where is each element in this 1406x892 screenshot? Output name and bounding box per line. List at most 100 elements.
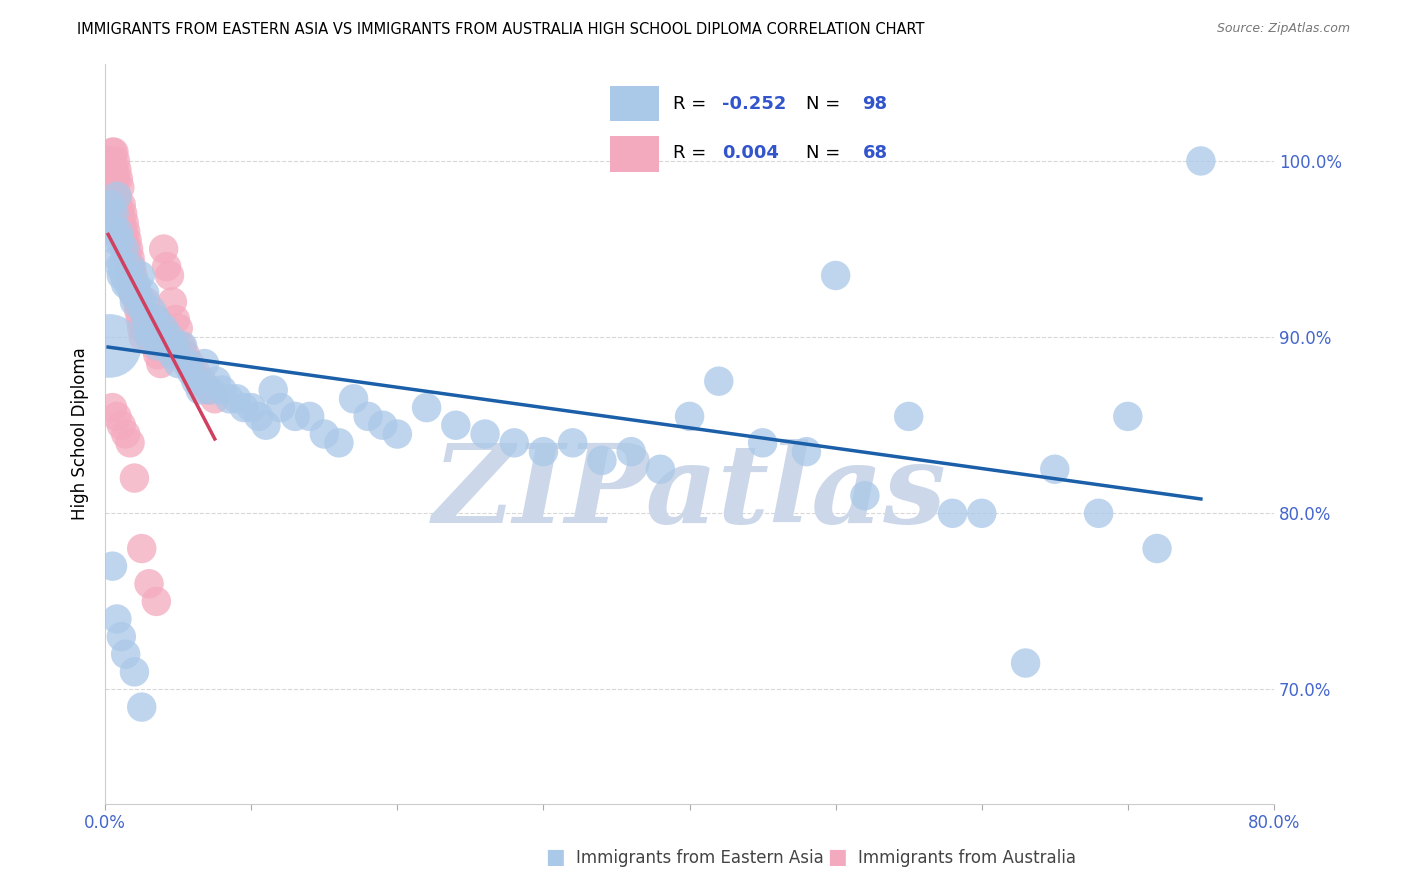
Point <box>101 401 124 415</box>
Point <box>174 348 197 362</box>
Point <box>117 277 139 292</box>
Point <box>104 153 127 168</box>
Point <box>131 294 153 309</box>
Point <box>138 330 160 344</box>
Point <box>247 409 270 424</box>
Point <box>135 312 157 326</box>
Point <box>115 268 138 283</box>
Point <box>118 435 141 450</box>
Point <box>138 312 160 326</box>
Point <box>110 216 132 230</box>
Point <box>650 462 672 476</box>
Point <box>152 321 174 335</box>
Point <box>143 330 166 344</box>
Point <box>591 453 613 467</box>
Point <box>101 145 124 160</box>
Point <box>121 277 143 292</box>
Point <box>124 665 146 679</box>
Point <box>970 506 993 520</box>
Point <box>533 444 555 458</box>
Point <box>114 427 136 442</box>
Text: Immigrants from Australia: Immigrants from Australia <box>858 849 1076 867</box>
Point <box>170 339 193 353</box>
Point <box>145 594 167 608</box>
Point <box>97 153 120 168</box>
Point <box>110 198 132 212</box>
Point <box>122 268 145 283</box>
Point <box>149 330 172 344</box>
Point <box>141 303 163 318</box>
Point <box>108 180 131 194</box>
Point <box>129 312 152 326</box>
Point <box>145 312 167 326</box>
Point <box>118 251 141 265</box>
Point <box>108 233 131 247</box>
Y-axis label: High School Diploma: High School Diploma <box>72 348 89 520</box>
Point <box>240 401 263 415</box>
Point <box>121 260 143 274</box>
Text: ■: ■ <box>827 847 846 867</box>
Point <box>105 409 128 424</box>
Point <box>159 268 181 283</box>
Point <box>941 506 963 520</box>
Point <box>162 348 184 362</box>
Point <box>188 383 211 397</box>
Point <box>152 242 174 256</box>
Point <box>172 339 194 353</box>
Point <box>503 435 526 450</box>
Point <box>146 339 169 353</box>
Point <box>112 242 135 256</box>
Point <box>136 321 159 335</box>
Point <box>100 198 122 212</box>
Point <box>131 700 153 714</box>
Point <box>117 242 139 256</box>
Point <box>1116 409 1139 424</box>
Point <box>200 383 222 397</box>
Point <box>225 392 247 406</box>
Point <box>114 224 136 238</box>
Point <box>115 251 138 265</box>
Point <box>112 216 135 230</box>
Point <box>1043 462 1066 476</box>
Text: IMMIGRANTS FROM EASTERN ASIA VS IMMIGRANTS FROM AUSTRALIA HIGH SCHOOL DIPLOMA CO: IMMIGRANTS FROM EASTERN ASIA VS IMMIGRAN… <box>77 22 925 37</box>
Point <box>110 418 132 433</box>
Point <box>1189 153 1212 168</box>
Point <box>98 339 121 353</box>
Point <box>707 374 730 388</box>
Point <box>796 444 818 458</box>
Text: Source: ZipAtlas.com: Source: ZipAtlas.com <box>1216 22 1350 36</box>
Point <box>897 409 920 424</box>
Point <box>110 630 132 644</box>
Point <box>1087 506 1109 520</box>
Point <box>270 401 292 415</box>
Point <box>127 286 149 301</box>
Point <box>205 374 228 388</box>
Point <box>193 357 215 371</box>
Point <box>107 224 129 238</box>
Point <box>114 647 136 661</box>
Point <box>117 260 139 274</box>
Point <box>233 401 256 415</box>
Point <box>128 303 150 318</box>
Point <box>190 374 212 388</box>
Point <box>167 357 190 371</box>
Point <box>125 277 148 292</box>
Point <box>98 153 121 168</box>
Point <box>1014 656 1036 670</box>
Point <box>284 409 307 424</box>
Point <box>415 401 437 415</box>
Point <box>125 286 148 301</box>
Point <box>129 268 152 283</box>
Point <box>103 224 125 238</box>
Point <box>162 294 184 309</box>
Point <box>118 268 141 283</box>
Point <box>115 233 138 247</box>
Point <box>135 294 157 309</box>
Point <box>127 294 149 309</box>
Point <box>134 286 156 301</box>
Point <box>561 435 583 450</box>
Point <box>111 260 134 274</box>
Point <box>155 339 177 353</box>
Point <box>131 321 153 335</box>
Point <box>197 383 219 397</box>
